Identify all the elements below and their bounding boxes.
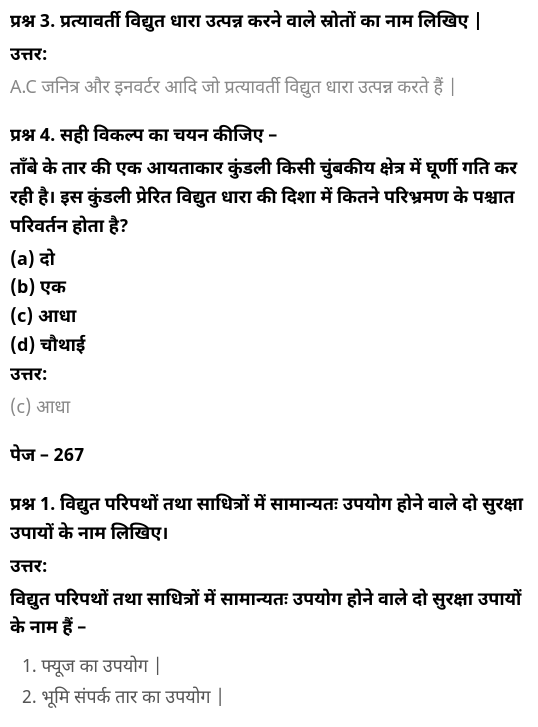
q1-item-1: 1. फ्यूज का उपयोग | xyxy=(22,655,528,684)
q3-text: प्रत्यावर्ती विद्युत धारा उत्पन्न करने व… xyxy=(60,12,483,35)
q1-list: 1. फ्यूज का उपयोग | 2. भूमि संपर्क तार क… xyxy=(22,655,528,715)
q4-answer-label: उत्तर: xyxy=(10,363,528,392)
question-1-block: प्रश्न 1. विद्युत परिपथों तथा साधित्रों … xyxy=(10,493,528,551)
q4-option-b: (b) एक xyxy=(10,276,528,305)
q3-answer-label: उत्तर: xyxy=(10,43,528,72)
q3-answer-text: A.C जनित्र और इनवर्टर आदि जो प्रत्यावर्त… xyxy=(10,76,528,105)
q4-label: प्रश्न 4. xyxy=(10,126,55,149)
q4-heading: सही विकल्प का चयन कीजिए – xyxy=(60,126,277,149)
q1-label: प्रश्न 1. xyxy=(10,495,55,518)
q1-answer-intro: विद्युत परिपथों तथा साधित्रों में सामान्… xyxy=(10,588,528,646)
q4-answer-text: (c) आधा xyxy=(10,396,528,425)
question-4-block: प्रश्न 4. सही विकल्प का चयन कीजिए – xyxy=(10,124,528,153)
q4-option-d: (d) चौथाई xyxy=(10,334,528,363)
q1-item-2: 2. भूमि संपर्क तार का उपयोग | xyxy=(22,686,528,715)
q4-option-a: (a) दो xyxy=(10,248,528,277)
q1-text: विद्युत परिपथों तथा साधित्रों में सामान्… xyxy=(10,495,523,547)
page-marker: पेज – 267 xyxy=(10,444,528,473)
q4-option-c: (c) आधा xyxy=(10,305,528,334)
q3-label: प्रश्न 3. xyxy=(10,12,55,35)
q4-text: ताँबे के तार की एक आयताकार कुंडली किसी च… xyxy=(10,157,528,243)
q1-answer-label: उत्तर: xyxy=(10,555,528,584)
question-3-block: प्रश्न 3. प्रत्यावर्ती विद्युत धारा उत्प… xyxy=(10,10,528,39)
